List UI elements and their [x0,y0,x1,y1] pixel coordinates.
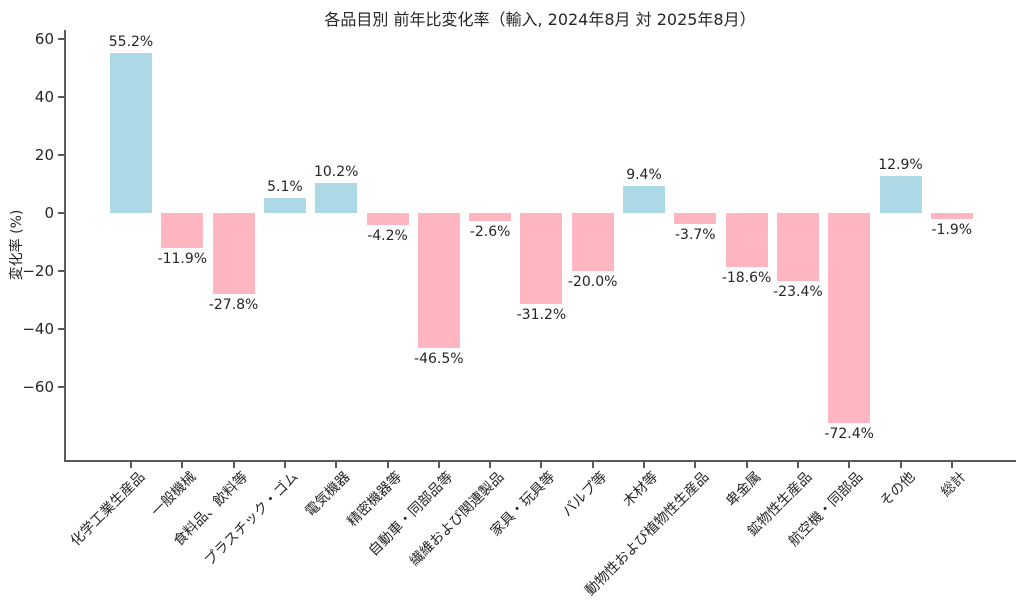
x-tick-label: 卑金属 [722,469,764,511]
y-tick-mark [58,95,64,98]
x-tick-mark [335,462,338,468]
bar-value-label: -3.7% [674,226,716,243]
bar [623,185,665,214]
x-tick-label: 一般機械 [148,469,200,520]
bar [315,183,358,214]
y-tick-label: −20 [22,262,54,281]
bar-value-label: -18.6% [721,270,772,287]
bar [469,213,512,221]
y-axis-spine [64,30,66,462]
x-tick-mark [283,462,286,468]
bar [366,213,409,226]
y-tick-label: 40 [34,87,54,106]
bar [417,213,460,349]
y-tick-mark [58,212,64,215]
x-tick-mark [386,462,389,468]
bar-value-label: 55.2% [108,33,154,50]
bar-value-label: -31.2% [516,306,567,323]
x-tick-mark [130,462,132,468]
x-tick-mark [232,462,235,468]
y-tick-mark [58,37,64,40]
x-axis-spine [64,460,1016,462]
bar [776,213,819,282]
bar-value-label: -27.8% [208,296,259,313]
bar [520,213,563,304]
x-tick-label: その他 [876,469,918,511]
x-tick-label: プラスチック・ゴム [202,469,303,570]
x-tick-mark [745,462,748,468]
x-tick-mark [694,462,697,468]
bar-value-label: -23.4% [773,284,823,301]
y-tick-label: −40 [22,320,54,339]
bar [725,213,768,268]
y-axis-label: 変化率 (%) [9,209,25,281]
bar [110,52,152,214]
x-tick-mark [848,462,851,468]
bar [674,213,717,224]
bar-value-label: -2.6% [469,223,511,240]
x-tick-mark [437,462,440,468]
bar [571,213,614,272]
bar [828,213,871,424]
x-tick-label: 総計 [938,469,970,501]
x-tick-mark [540,462,543,468]
x-tick-label: 電気機器 [302,469,354,520]
bar [263,198,306,214]
x-tick-label: 木材等 [620,469,662,511]
y-tick-mark [58,270,64,273]
bar-value-label: -46.5% [414,351,464,368]
bar [879,175,922,214]
bar-value-label: 9.4% [626,166,662,183]
x-tick-label: 繊維および関連製品 [407,469,508,570]
x-tick-mark [796,462,799,468]
y-tick-label: 20 [34,145,54,164]
y-tick-label: 60 [34,29,54,48]
x-tick-mark [181,462,184,468]
bar-value-label: -72.4% [824,426,874,443]
x-tick-mark [950,462,953,468]
bar-value-label: 10.2% [313,164,359,181]
x-tick-mark [899,462,902,468]
x-tick-mark [643,462,645,468]
y-tick-mark [58,153,64,156]
x-tick-label: 化学工業生産品 [67,469,149,550]
bar [212,213,255,294]
y-tick-mark [58,328,64,331]
bar-value-label: -20.0% [567,274,618,291]
x-tick-mark [591,462,594,468]
bar-value-label: -4.2% [367,228,408,245]
y-tick-label: 0 [44,204,54,223]
x-tick-mark [489,462,492,468]
bar [161,213,204,248]
chart-title: 各品目別 前年比変化率（輸入, 2024年8月 対 2025年8月） [324,10,756,29]
bar-value-label: -1.9% [931,221,973,238]
y-tick-label: −60 [22,378,54,397]
bar-value-label: -11.9% [157,250,208,267]
y-tick-mark [58,386,64,389]
bar-value-label: 12.9% [878,156,923,173]
x-tick-label: パルプ等 [559,469,611,520]
bar-value-label: 5.1% [267,179,303,196]
bar [930,213,973,219]
